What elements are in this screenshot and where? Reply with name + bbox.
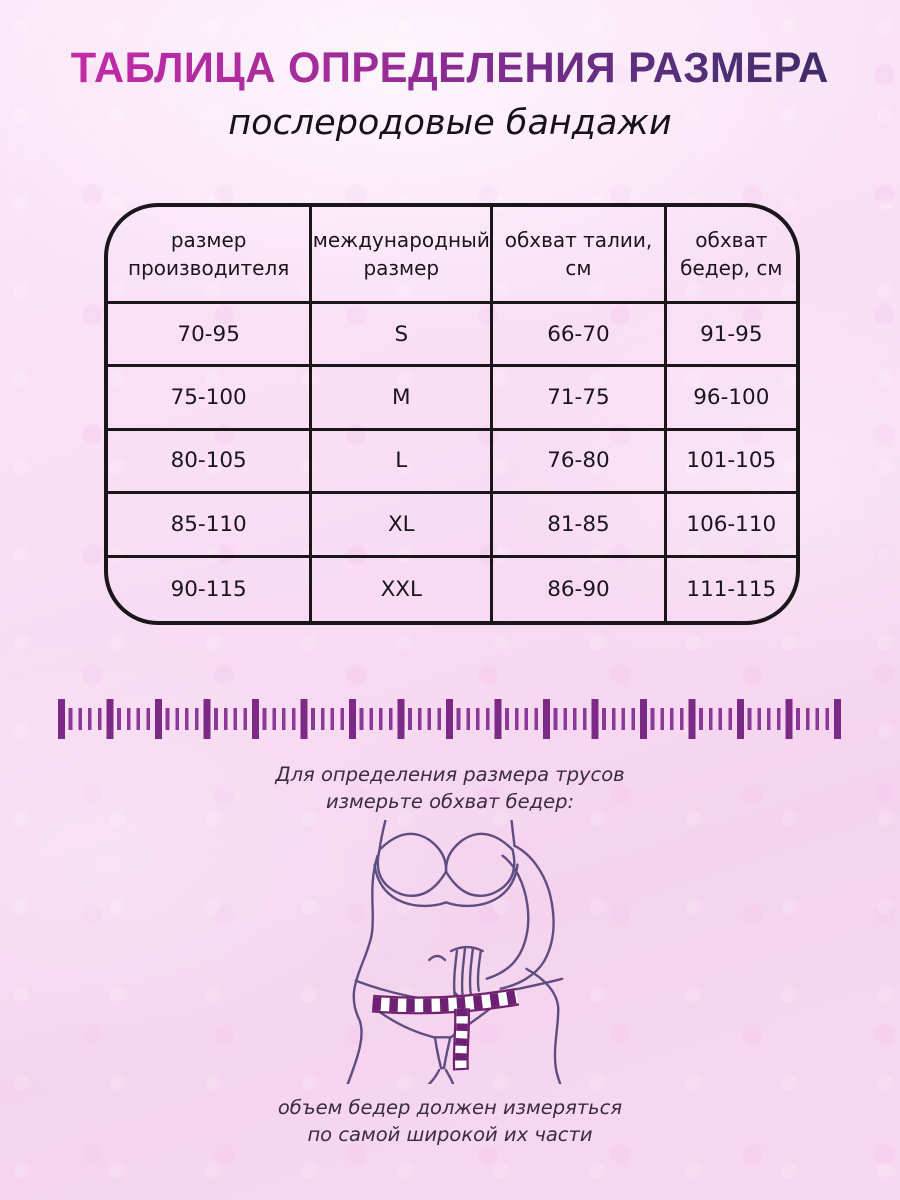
subheader: послеродовые бандажи	[0, 103, 900, 143]
table-cell-r0-waist: 66-70	[493, 304, 667, 368]
col-header-waist: обхват талии, см	[493, 207, 667, 304]
hip-measurement-figure-svg	[346, 820, 564, 1084]
table-cell-r3-hips: 106-110	[666, 494, 796, 558]
table-cell-r3-manufacturer: 85-110	[108, 494, 313, 558]
ruler-major-ticks	[58, 699, 841, 739]
instruction-line-2: измерьте обхват бедер:	[325, 790, 575, 813]
note-line-1: объем бедер должен измеряться	[277, 1096, 623, 1119]
table-cell-r2-hips: 101-105	[666, 431, 796, 495]
table-cell-r4-manufacturer: 90-115	[108, 557, 313, 621]
right-arm	[485, 844, 555, 990]
bra-icon	[373, 832, 519, 908]
table-cell-r1-waist: 71-75	[493, 367, 667, 431]
table-cell-r2-waist: 76-80	[493, 430, 667, 495]
table-cell-r0-manufacturer: 70-95	[108, 304, 313, 368]
col-header-manufacturer-size: размер производителя	[108, 207, 313, 304]
measuring-tape-hanging-end	[452, 1008, 471, 1071]
table-cell-r1-international: M	[312, 367, 494, 431]
table-cell-r4-waist: 86-90	[493, 557, 667, 621]
table-cell-r0-international: S	[312, 304, 494, 368]
table-cell-r2-manufacturer: 80-105	[108, 430, 313, 495]
table-cell-r4-hips: 111-115	[686, 576, 777, 602]
hip-measurement-figure-icon	[318, 820, 586, 1084]
table-cell-r1-hips: 96-100	[666, 367, 796, 431]
size-table: размер производителя международный разме…	[104, 203, 800, 625]
instruction-text: Для определения размера трусов измерьте …	[0, 761, 900, 815]
table-cell-r3-international: XL	[312, 494, 494, 558]
note-text: объем бедер должен измеряться по самой ш…	[0, 1094, 900, 1148]
header: ТАБЛИЦА ОПРЕДЕЛЕНИЯ РАЗМЕРА	[0, 44, 900, 93]
col-header-international-size: международный размер	[312, 207, 494, 304]
left-torso-outline	[346, 854, 379, 1084]
right-shoulder-line	[510, 820, 516, 847]
page-subtitle: послеродовые бандажи	[228, 103, 672, 143]
measuring-tape-ruler-icon	[58, 699, 842, 739]
table-cell-r4-international: XXL	[312, 557, 494, 621]
page-title: ТАБЛИЦА ОПРЕДЕЛЕНИЯ РАЗМЕРА	[70, 44, 830, 92]
measuring-tape-band	[371, 987, 520, 1015]
figure-line-art	[346, 820, 564, 1084]
table-cell-r2-international: L	[312, 430, 494, 495]
col-header-hips: обхват бедер, см	[666, 207, 796, 304]
left-shoulder-line	[378, 820, 387, 851]
instruction-line-1: Для определения размера трусов	[275, 763, 625, 786]
table-cell-r1-manufacturer: 75-100	[108, 367, 313, 431]
note-line-2: по самой широкой их части	[307, 1123, 593, 1146]
right-hip-outline	[525, 967, 562, 1084]
navel-line	[427, 954, 447, 962]
table-cell-r3-waist: 81-85	[493, 494, 667, 558]
table-cell-r0-hips: 91-95	[666, 304, 796, 368]
